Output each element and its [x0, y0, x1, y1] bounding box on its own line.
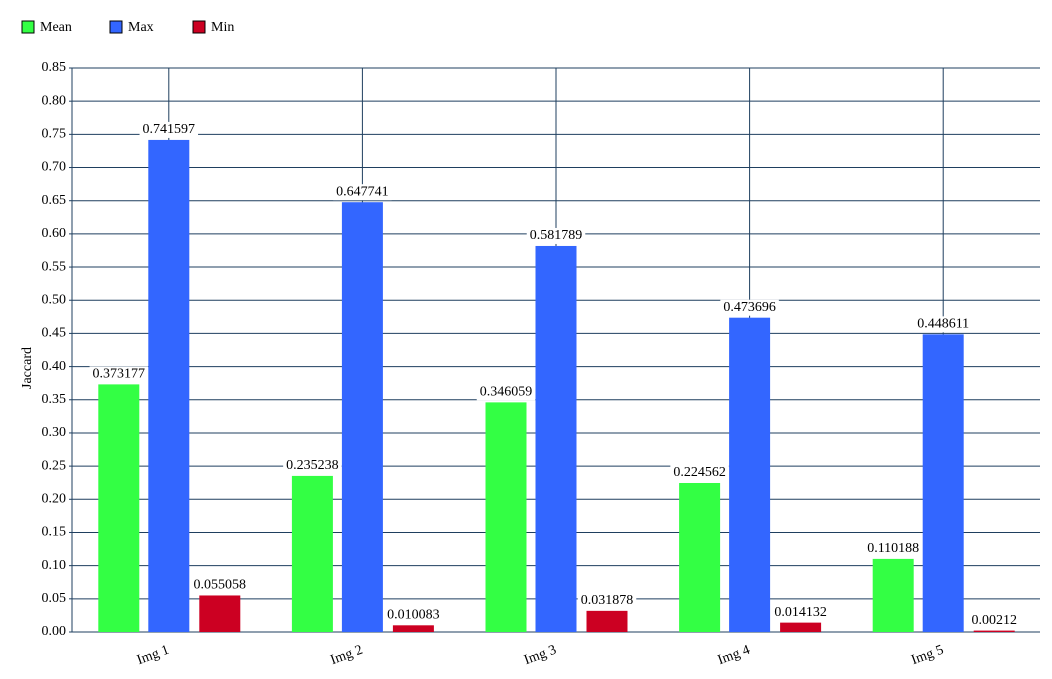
bar: [973, 630, 1015, 632]
bar: [291, 475, 333, 632]
value-label-bg: [190, 577, 250, 594]
value-label: 0.741597: [143, 122, 196, 137]
value-label: 0.224562: [673, 465, 726, 480]
y-tick-label: 0.15: [42, 525, 67, 540]
bar: [148, 139, 190, 632]
bar: [341, 202, 383, 633]
y-tick-label: 0.45: [42, 326, 67, 341]
bar: [98, 384, 140, 632]
value-label: 0.581789: [530, 228, 583, 243]
bar: [872, 558, 914, 632]
bar: [780, 622, 822, 632]
x-tick-label: Img 4: [716, 643, 752, 668]
y-tick-label: 0.65: [42, 193, 67, 208]
value-label: 0.110188: [867, 541, 919, 556]
legend-label: Mean: [40, 20, 72, 35]
y-tick-label: 0.25: [42, 458, 67, 473]
value-label-bg: [577, 592, 637, 609]
value-label: 0.373177: [93, 367, 146, 382]
bar: [586, 610, 628, 632]
value-label: 0.473696: [723, 300, 776, 315]
y-tick-label: 0.00: [42, 624, 67, 639]
y-tick-label: 0.60: [42, 226, 67, 241]
value-label-bg: [476, 384, 536, 401]
bar: [922, 334, 964, 632]
bar: [535, 245, 577, 632]
legend-label: Max: [128, 20, 154, 35]
value-label-bg: [526, 227, 586, 244]
bar: [729, 317, 771, 632]
y-tick-label: 0.80: [42, 93, 67, 108]
value-label-bg: [89, 366, 149, 383]
value-label: 0.448611: [917, 317, 969, 332]
value-label-bg: [720, 299, 779, 316]
y-tick-label: 0.20: [42, 492, 67, 507]
value-label-bg: [384, 607, 443, 624]
value-label: 0.010083: [387, 608, 440, 623]
value-label-bg: [968, 612, 1020, 629]
bar: [679, 482, 721, 632]
y-tick-label: 0.40: [42, 359, 67, 374]
value-label: 0.235238: [286, 458, 339, 473]
legend-label: Min: [211, 20, 234, 35]
legend-swatch: [21, 20, 35, 34]
value-label-bg: [139, 121, 199, 138]
value-label: 0.031878: [581, 593, 634, 608]
value-label-bg: [670, 464, 729, 481]
value-label: 0.055058: [194, 578, 247, 593]
bar: [392, 625, 434, 632]
x-tick-label: Img 3: [522, 643, 558, 668]
x-tick-label: Img 1: [135, 643, 171, 668]
value-label-bg: [914, 316, 973, 333]
x-tick-label: Img 5: [909, 643, 945, 668]
value-label: 0.00212: [971, 613, 1017, 628]
y-tick-label: 0.70: [42, 160, 67, 175]
legend-swatch: [192, 20, 206, 34]
value-label: 0.647741: [336, 184, 389, 199]
y-axis-label: Jaccard: [20, 347, 35, 389]
bar: [199, 595, 241, 632]
bar: [485, 402, 527, 632]
value-label-bg: [771, 604, 830, 621]
value-label-bg: [333, 184, 392, 201]
y-tick-label: 0.50: [42, 292, 67, 307]
y-tick-label: 0.75: [42, 127, 67, 142]
legend-swatch: [109, 20, 123, 34]
y-tick-label: 0.05: [42, 591, 67, 606]
value-label: 0.014132: [774, 605, 827, 620]
y-tick-label: 0.35: [42, 392, 67, 407]
y-tick-label: 0.30: [42, 425, 67, 440]
x-tick-label: Img 2: [329, 643, 365, 668]
y-tick-label: 0.10: [42, 558, 67, 573]
value-label: 0.346059: [480, 385, 533, 400]
y-tick-label: 0.55: [42, 259, 67, 274]
value-label-bg: [864, 540, 923, 557]
value-label-bg: [283, 457, 342, 474]
y-tick-label: 0.85: [42, 60, 67, 75]
